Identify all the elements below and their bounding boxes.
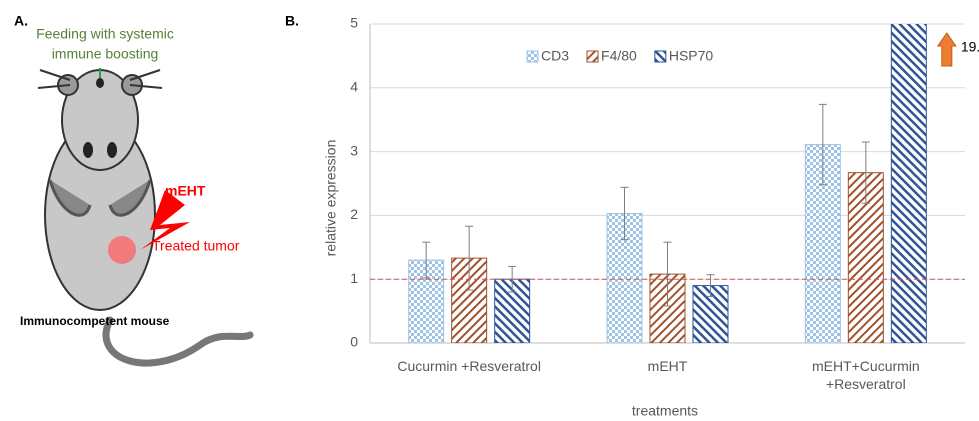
y-tick-label: 3 (350, 142, 358, 158)
value-label: 19.9 (961, 39, 979, 55)
plot-area (408, 24, 927, 343)
legend-label: HSP70 (669, 48, 714, 64)
y-axis-label: relative expression (323, 140, 339, 257)
x-tick-label: mEHT+Cucurmin +Resveratrol (811, 358, 920, 392)
legend-swatch (586, 50, 599, 63)
panel-label: B. (285, 13, 299, 29)
legend-swatch (654, 50, 667, 63)
legend-swatch (526, 50, 539, 63)
caption: Immunocompetent mouse (20, 314, 170, 328)
tumor-label: Treated tumor (152, 238, 240, 254)
legend-label: F4/80 (601, 48, 637, 64)
x-tick-label: mEHT (647, 358, 688, 374)
panel-label: A. (14, 13, 28, 29)
y-tick-label: 2 (350, 206, 358, 222)
treatment-label: mEHT (165, 183, 206, 199)
bar (890, 24, 927, 343)
overflow-arrow (936, 32, 957, 67)
y-tick-label: 5 (350, 15, 358, 31)
y-tick-label: 1 (350, 270, 358, 286)
feeding-text: Feeding with systemic (36, 26, 174, 42)
x-tick-label: Cucurmin +Resveratrol (397, 358, 541, 374)
y-tick-label: 4 (350, 79, 358, 95)
mouse-drawing (37, 68, 254, 367)
y-tick-label: 0 (350, 334, 358, 350)
x-axis-label: treatments (632, 403, 698, 419)
feeding-text: immune boosting (52, 46, 159, 62)
legend-label: CD3 (541, 48, 569, 64)
